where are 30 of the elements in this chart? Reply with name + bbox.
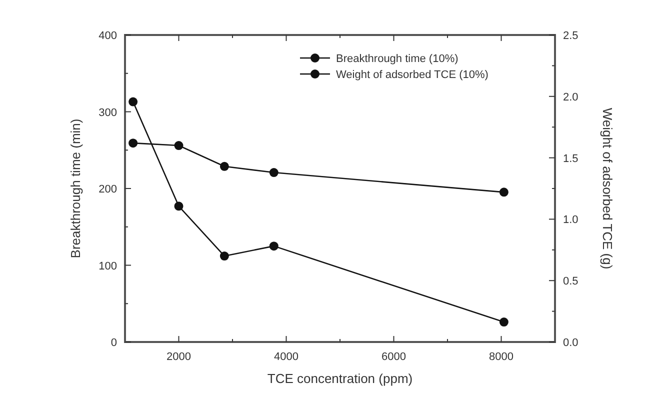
legend-label: Weight of adsorbed TCE (10%) [336,69,488,81]
x-axis-title: TCE concentration (ppm) [267,371,413,386]
point [220,162,229,171]
point [128,138,138,148]
legend-label: Breakthrough time (10%) [336,53,458,65]
point [499,188,508,197]
y2-tick-label: 2.5 [563,30,578,42]
point [220,252,229,261]
x-tick-label: 4000 [274,351,298,363]
point [128,97,138,106]
y2-tick-label: 0.0 [563,337,578,349]
x-tick-label: 2000 [166,351,191,363]
y2-axis-title: Weight of adsorbed TCE (g) [600,108,615,270]
y-tick-label: 100 [98,260,117,272]
y-tick-label: 400 [98,30,117,42]
point [499,318,508,327]
y2-tick-label: 1.0 [563,214,578,226]
y2-tick-label: 0.5 [563,276,578,288]
y-tick-label: 300 [98,106,117,119]
point [174,141,184,150]
y2-tick-label: 1.5 [563,152,578,165]
y2-tick-label: 2.0 [563,91,578,104]
point [174,202,184,211]
point [269,242,278,251]
y-tick-label: 0 [110,337,117,349]
x-tick-label: 6000 [382,351,406,363]
y-axis-title: Breakthrough time (min) [68,118,83,258]
x-tick-label: 8000 [489,351,514,363]
point [269,168,278,178]
y-tick-label: 200 [98,184,117,196]
